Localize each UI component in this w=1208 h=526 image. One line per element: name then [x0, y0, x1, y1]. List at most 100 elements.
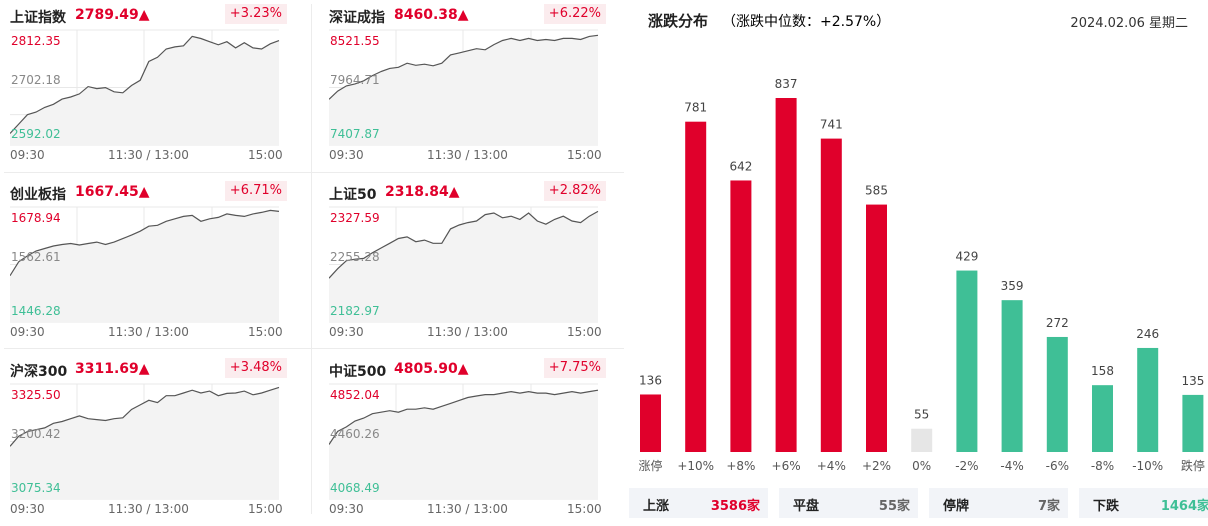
axis-mid-label: 7964.71 [330, 73, 380, 87]
distribution-bar[interactable] [730, 180, 752, 452]
index-change-badge: +7.75% [543, 358, 606, 378]
axis-high-label: 8521.55 [330, 34, 380, 48]
time-end-label: 15:00 [567, 148, 602, 162]
distribution-bar[interactable] [1046, 336, 1068, 452]
index-line [10, 209, 280, 277]
bar-category-label: -10% [1132, 459, 1163, 473]
axis-low-label: 2182.97 [330, 304, 380, 318]
index-area [329, 211, 598, 322]
bar-category-label: -2% [955, 459, 978, 473]
axis-high-label: 3325.50 [11, 388, 61, 402]
bar-category-label: 跌停 [1181, 458, 1205, 473]
axis-high-label: 4852.04 [330, 388, 380, 402]
index-sparkline-chart [329, 383, 599, 500]
index-area [329, 35, 598, 145]
distribution-bar[interactable] [866, 204, 887, 452]
median-change: （涨跌中位数：+2.57%） [722, 14, 891, 30]
distribution-title: 涨跌分布 [648, 12, 709, 30]
distribution-bar[interactable] [1137, 347, 1159, 452]
index-name: 上证指数 [10, 10, 66, 26]
summary-box: 上涨 3586家 [629, 488, 768, 518]
axis-low-label: 4068.49 [330, 481, 380, 495]
axis-mid-label: 3200.42 [11, 427, 61, 441]
index-panel[interactable]: 沪深300 3311.69▲ +3.48% 3325.50 3200.42 3075.34… [10, 354, 297, 519]
time-mid-label: 11:30 / 13:00 [108, 502, 189, 516]
bar-category-label: +4% [817, 459, 846, 473]
bar-category-label: +2% [862, 459, 891, 473]
index-change-badge: +3.23% [224, 4, 287, 24]
bar-value-label: 359 [1001, 279, 1024, 293]
distribution-bar[interactable] [685, 121, 707, 453]
distribution-bar[interactable] [640, 394, 661, 452]
axis-mid-label: 4460.26 [330, 427, 380, 441]
time-start-label: 09:30 [329, 148, 364, 162]
bar-category-label: 涨停 [638, 458, 662, 473]
time-start-label: 09:30 [10, 148, 45, 162]
index-price: 4805.90▲ [394, 361, 469, 377]
distribution-bar[interactable] [1001, 300, 1023, 452]
bar-value-label: 135 [1181, 374, 1204, 388]
index-panel[interactable]: 上证50 2318.84▲ +2.82% 2327.59 2255.28 2182.97 0… [329, 177, 616, 342]
index-line [329, 34, 599, 100]
time-end-label: 15:00 [567, 502, 602, 516]
index-price: 1667.45▲ [75, 184, 150, 200]
index-price: 3311.69▲ [75, 361, 150, 377]
bar-value-label: 429 [955, 250, 978, 264]
index-change-badge: +2.82% [543, 181, 606, 201]
distribution-bar[interactable] [820, 138, 842, 452]
index-area [10, 387, 279, 499]
index-panel[interactable]: 上证指数 2789.49▲ +3.23% 2812.35 2702.18 2592.02 0… [10, 0, 297, 165]
row-divider [4, 172, 624, 173]
index-change-badge: +6.71% [224, 181, 287, 201]
time-mid-label: 11:30 / 13:00 [427, 502, 508, 516]
distribution-bar[interactable] [1182, 394, 1204, 452]
time-start-label: 09:30 [10, 502, 45, 516]
distribution-bar[interactable] [956, 270, 978, 452]
index-price: 2789.49▲ [75, 7, 150, 23]
axis-low-label: 7407.87 [330, 127, 380, 141]
bar-category-label: +8% [726, 459, 755, 473]
bar-value-label: 642 [729, 159, 752, 173]
bar-category-label: -6% [1046, 459, 1069, 473]
distribution-bar[interactable] [775, 98, 797, 452]
bar-value-label: 158 [1091, 364, 1114, 378]
index-line [329, 389, 599, 445]
bar-value-label: 741 [820, 118, 843, 132]
summary-box: 停牌 7家 [929, 488, 1068, 518]
axis-high-label: 2812.35 [11, 34, 61, 48]
index-sparkline-chart [10, 383, 280, 500]
summary-box: 下跌 1464家 [1079, 488, 1208, 518]
index-line [10, 386, 280, 447]
time-end-label: 15:00 [567, 325, 602, 339]
summary-value: 3586家 [710, 499, 760, 514]
index-name: 上证50 [329, 187, 377, 203]
bar-category-label: +10% [677, 459, 714, 473]
distribution-bar[interactable] [1092, 385, 1113, 452]
distribution-bar[interactable] [911, 428, 933, 452]
summary-value: 7家 [1037, 499, 1060, 514]
time-end-label: 15:00 [248, 148, 283, 162]
axis-mid-label: 2702.18 [11, 73, 61, 87]
time-mid-label: 11:30 / 13:00 [108, 325, 189, 339]
time-mid-label: 11:30 / 13:00 [108, 148, 189, 162]
index-name: 中证500 [329, 364, 387, 380]
column-divider [311, 4, 312, 514]
index-name: 沪深300 [10, 364, 68, 380]
index-panel[interactable]: 中证500 4805.90▲ +7.75% 4852.04 4460.26 4068.49… [329, 354, 616, 519]
index-panel[interactable]: 创业板指 1667.45▲ +6.71% 1678.94 1562.61 1446.28 0… [10, 177, 297, 342]
axis-low-label: 1446.28 [11, 304, 61, 318]
bar-category-label: 0% [912, 459, 931, 473]
index-sparkline-chart [10, 206, 280, 323]
index-price: 2318.84▲ [385, 184, 460, 200]
axis-mid-label: 1562.61 [11, 250, 61, 264]
bar-value-label: 272 [1046, 316, 1069, 330]
index-panel[interactable]: 深证成指 8460.38▲ +6.22% 8521.55 7964.71 7407.87 0… [329, 0, 616, 165]
index-name: 深证成指 [329, 10, 385, 26]
index-area [10, 210, 279, 322]
row-divider [4, 348, 624, 349]
bar-value-label: 837 [775, 77, 798, 91]
index-line [329, 210, 599, 279]
summary-label: 平盘 [793, 499, 820, 514]
index-sparkline-chart [329, 29, 599, 146]
summary-label: 下跌 [1093, 499, 1120, 514]
